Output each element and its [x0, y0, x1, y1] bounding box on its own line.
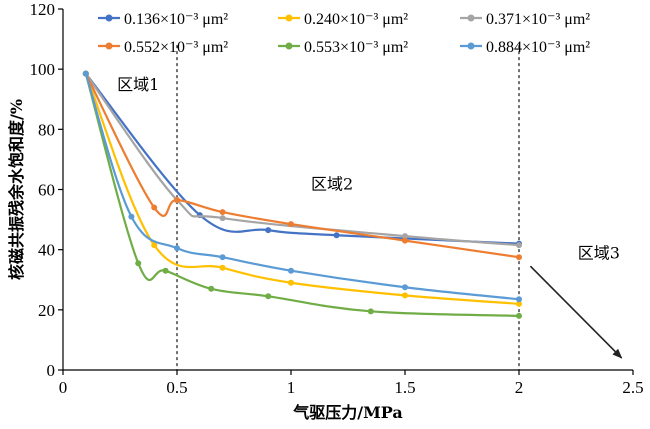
x-tick-label: 0.5: [166, 378, 187, 397]
y-tick-label: 40: [38, 241, 55, 260]
legend-label: 0.136×10⁻³ μm²: [124, 11, 228, 28]
data-point: [402, 284, 408, 291]
data-point: [219, 209, 226, 216]
data-point: [82, 70, 89, 77]
x-tick-label: 2.5: [622, 378, 643, 397]
data-point: [288, 279, 294, 286]
data-point: [402, 292, 408, 299]
series-line: [84, 72, 520, 245]
data-point: [128, 213, 135, 220]
legend-item: 0.371×10⁻³ μm²: [460, 11, 590, 28]
series-6: [82, 70, 522, 303]
y-ticks: 0 20 40 60 80 100 120: [30, 0, 63, 380]
region-label: 区域2: [311, 175, 353, 194]
x-axis-title: 气驱压力/MPa: [292, 403, 403, 422]
y-tick-label: 100: [30, 60, 56, 79]
legend-marker: [105, 14, 113, 22]
data-point: [162, 267, 169, 274]
series-2: [82, 70, 522, 307]
legend-marker: [105, 42, 113, 50]
legend-label: 0.240×10⁻³ μm²: [304, 11, 408, 28]
data-point: [151, 204, 158, 211]
data-point: [333, 232, 340, 239]
series-1: [82, 70, 522, 247]
legend-label: 0.884×10⁻³ μm²: [486, 39, 590, 56]
x-tick-label: 2: [515, 378, 524, 397]
y-tick-label: 120: [30, 0, 56, 19]
data-point: [516, 242, 522, 249]
y-tick-label: 80: [38, 120, 55, 139]
data-point: [151, 242, 158, 249]
region-label: 区域3: [578, 244, 620, 263]
data-point: [288, 221, 294, 228]
data-point: [402, 237, 408, 244]
legend-label: 0.553×10⁻³ μm²: [304, 39, 408, 56]
y-tick-label: 60: [38, 181, 55, 200]
y-tick-label: 0: [47, 361, 56, 380]
data-point: [135, 260, 142, 267]
data-point: [516, 296, 522, 303]
series-line: [84, 73, 520, 301]
data-point: [174, 245, 180, 252]
legend-marker: [285, 14, 293, 22]
data-point: [367, 308, 374, 315]
series-5: [82, 70, 522, 319]
legend-item: 0.136×10⁻³ μm²: [98, 11, 228, 28]
x-tick-label: 1: [287, 378, 296, 397]
legend-marker: [467, 14, 475, 22]
legend-label: 0.371×10⁻³ μm²: [486, 11, 590, 28]
x-tick-label: 1.5: [394, 378, 415, 397]
data-point: [265, 293, 272, 300]
data-point: [516, 312, 522, 319]
legend-item: 0.884×10⁻³ μm²: [460, 39, 590, 56]
region-annotations: 区域1 区域2 区域3: [117, 75, 620, 262]
data-point: [219, 264, 226, 271]
y-tick-label: 20: [38, 301, 55, 320]
data-point: [516, 300, 522, 307]
legend-marker: [467, 42, 475, 50]
data-point: [174, 197, 180, 204]
series-line: [84, 73, 520, 305]
data-point: [516, 254, 522, 261]
series-lines: [82, 70, 522, 319]
region-label: 区域1: [117, 75, 159, 94]
data-point: [208, 285, 215, 292]
region3-arrow: [529, 265, 623, 359]
legend: 0.136×10⁻³ μm² 0.240×10⁻³ μm² 0.371×10⁻³ μ…: [98, 11, 590, 56]
data-point: [219, 254, 226, 261]
y-axis-title: 核磁共振残余水饱和度/%: [7, 99, 26, 280]
legend-marker: [285, 42, 293, 50]
data-point: [219, 215, 226, 222]
x-tick-label: 0: [59, 378, 68, 397]
series-line: [84, 73, 520, 317]
data-point: [402, 233, 408, 240]
legend-label: 0.552×10⁻³ μm²: [124, 39, 228, 56]
series-3: [82, 70, 522, 249]
legend-item: 0.552×10⁻³ μm²: [98, 39, 228, 56]
data-point: [265, 227, 272, 234]
legend-item: 0.553×10⁻³ μm²: [278, 39, 408, 56]
series-4: [82, 70, 522, 261]
legend-item: 0.240×10⁻³ μm²: [278, 11, 408, 28]
x-ticks: 0 0.5 1 1.5 2 2.5: [59, 370, 644, 397]
region-dividers: [176, 45, 520, 370]
data-point: [288, 267, 294, 274]
